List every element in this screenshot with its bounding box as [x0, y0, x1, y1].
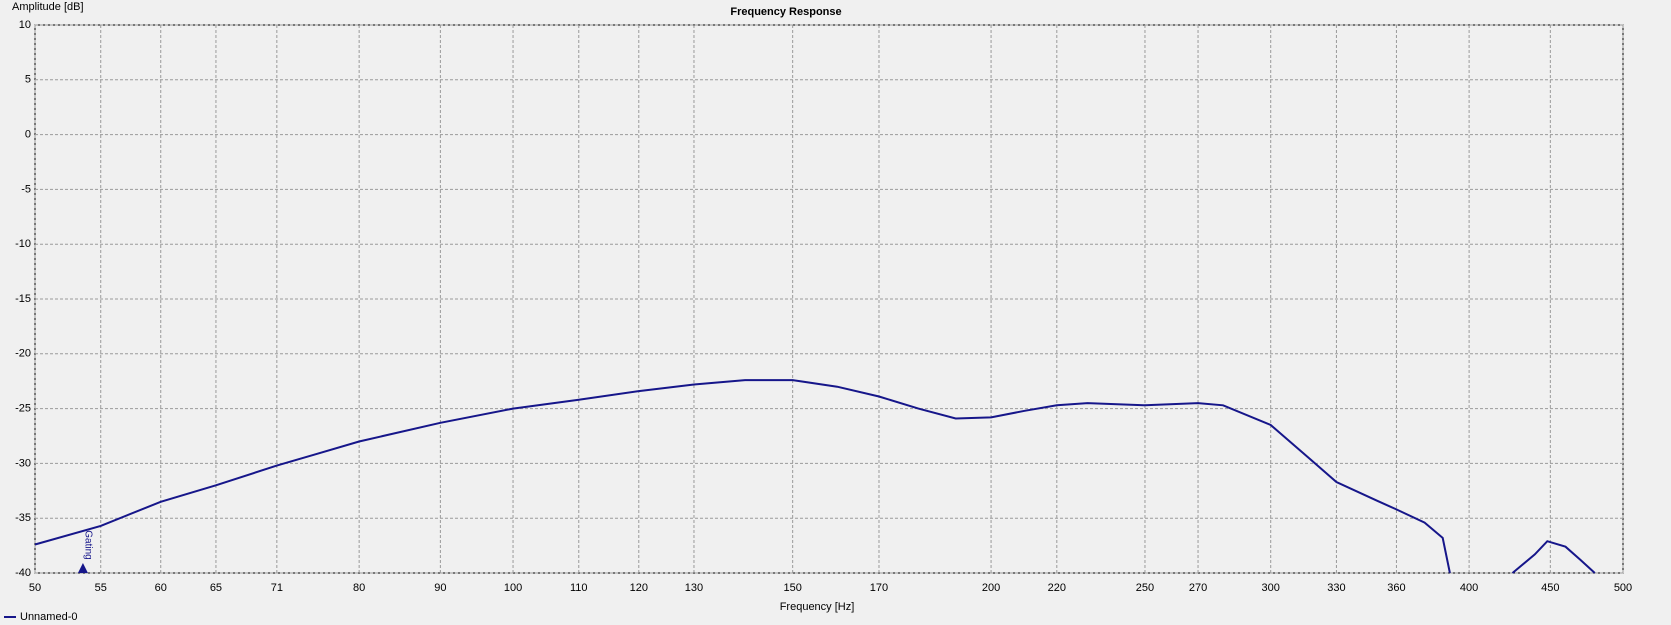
- y-tick-label: 0: [25, 129, 31, 141]
- y-tick-label: -15: [15, 293, 31, 305]
- x-tick-label: 450: [1541, 582, 1559, 594]
- x-tick-label: 71: [271, 582, 283, 594]
- x-tick-label: 170: [870, 582, 888, 594]
- gating-marker: [77, 563, 88, 573]
- x-tick-label: 330: [1327, 582, 1345, 594]
- legend-label: Unnamed-0: [20, 611, 77, 623]
- x-tick-label: 220: [1048, 582, 1066, 594]
- x-tick-label: 80: [353, 582, 365, 594]
- y-tick-label: -35: [15, 512, 31, 524]
- x-tick-label: 60: [155, 582, 167, 594]
- y-tick-label: -10: [15, 238, 31, 250]
- x-tick-label: 400: [1460, 582, 1478, 594]
- y-tick-label: -25: [15, 403, 31, 415]
- x-tick-label: 120: [630, 582, 648, 594]
- y-tick-label: 5: [25, 74, 31, 86]
- x-tick-label: 100: [504, 582, 522, 594]
- y-tick-label: -40: [15, 567, 31, 579]
- x-tick-label: 110: [570, 582, 588, 594]
- chart-title: Frequency Response: [730, 6, 841, 18]
- x-tick-label: 250: [1136, 582, 1154, 594]
- y-tick-label: -5: [21, 183, 31, 195]
- y-tick-label: -30: [15, 457, 31, 469]
- x-tick-label: 150: [783, 582, 801, 594]
- x-tick-label: 130: [685, 582, 703, 594]
- x-tick-label: 300: [1262, 582, 1280, 594]
- series-line: [34, 379, 1596, 574]
- plot-area: [34, 24, 1624, 574]
- x-tick-label: 55: [95, 582, 107, 594]
- y-axis-label: Amplitude [dB]: [12, 1, 84, 13]
- x-tick-label: 500: [1614, 582, 1632, 594]
- x-axis-label: Frequency [Hz]: [780, 601, 855, 613]
- x-tick-label: 65: [210, 582, 222, 594]
- y-tick-label: 10: [19, 19, 31, 31]
- x-tick-label: 90: [434, 582, 446, 594]
- gating-label: Gating: [82, 530, 93, 559]
- x-tick-label: 50: [29, 582, 41, 594]
- x-tick-label: 360: [1387, 582, 1405, 594]
- x-tick-label: 200: [982, 582, 1000, 594]
- x-tick-label: 270: [1189, 582, 1207, 594]
- y-tick-label: -20: [15, 348, 31, 360]
